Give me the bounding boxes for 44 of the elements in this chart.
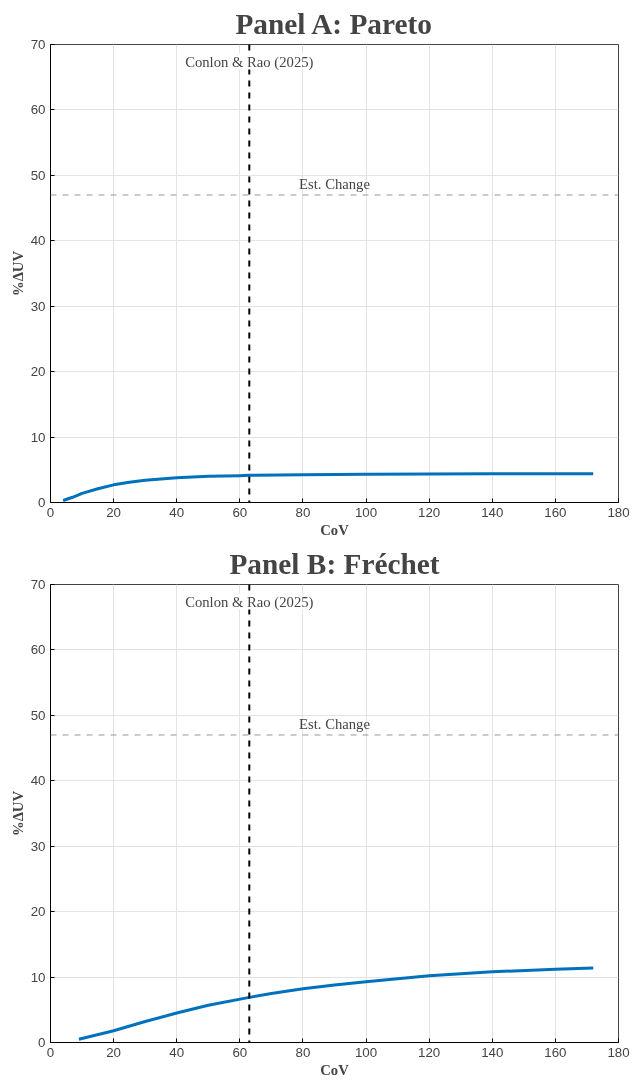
line-series — [77, 966, 595, 1041]
x-tick-label: 180 — [607, 504, 630, 520]
ref-line-label: Est. Change — [299, 715, 370, 732]
x-tick-label: 20 — [106, 504, 122, 520]
x-tick-label: 100 — [354, 504, 378, 520]
x-tick-label: 40 — [169, 1044, 185, 1060]
x-tick-label: 160 — [544, 1044, 567, 1060]
x-tick-label: 80 — [295, 1044, 311, 1060]
y-tick-label: 20 — [30, 904, 46, 920]
line-series — [61, 472, 595, 503]
y-tick-label: 30 — [30, 838, 46, 854]
x-axis-title: CoV — [320, 1061, 350, 1078]
x-tick-label: 120 — [418, 504, 441, 520]
y-tick-label: 50 — [30, 707, 46, 723]
x-tick-label: 120 — [418, 1044, 441, 1060]
x-tick-label: 40 — [169, 504, 185, 520]
y-tick-label: 70 — [30, 577, 46, 592]
y-tick-label: 10 — [30, 969, 46, 985]
y-axis-title: %ΔUV — [9, 790, 26, 837]
x-tick-label: 80 — [295, 504, 311, 520]
x-tick-label: 180 — [607, 1044, 630, 1060]
x-tick-label: 140 — [481, 1044, 504, 1060]
y-tick-label: 20 — [30, 364, 46, 380]
ref-line-label: Conlon & Rao (2025) — [185, 53, 314, 71]
y-tick-label: 40 — [30, 773, 46, 789]
y-tick-label: 40 — [30, 233, 46, 249]
ref-line-label: Conlon & Rao (2025) — [185, 593, 314, 611]
chart-title: Panel B: Fréchet — [229, 547, 440, 580]
x-tick-label: 20 — [106, 1044, 122, 1060]
ref-line-label: Est. Change — [299, 175, 370, 192]
x-tick-label: 60 — [232, 1044, 248, 1060]
y-tick-label: 60 — [30, 642, 46, 658]
y-axis-title: %ΔUV — [9, 250, 26, 297]
x-tick-label: 140 — [481, 504, 504, 520]
x-axis-title: CoV — [320, 521, 350, 538]
y-tick-label: 70 — [30, 37, 46, 52]
x-tick-label: 60 — [232, 504, 248, 520]
y-tick-label: 60 — [30, 102, 46, 118]
y-tick-label: 30 — [30, 298, 46, 314]
x-tick-label: 100 — [354, 1044, 378, 1060]
x-tick-label: 160 — [544, 504, 567, 520]
chart-title: Panel A: Pareto — [235, 7, 432, 40]
y-tick-label: 10 — [30, 429, 46, 445]
y-tick-label: 50 — [30, 167, 46, 183]
